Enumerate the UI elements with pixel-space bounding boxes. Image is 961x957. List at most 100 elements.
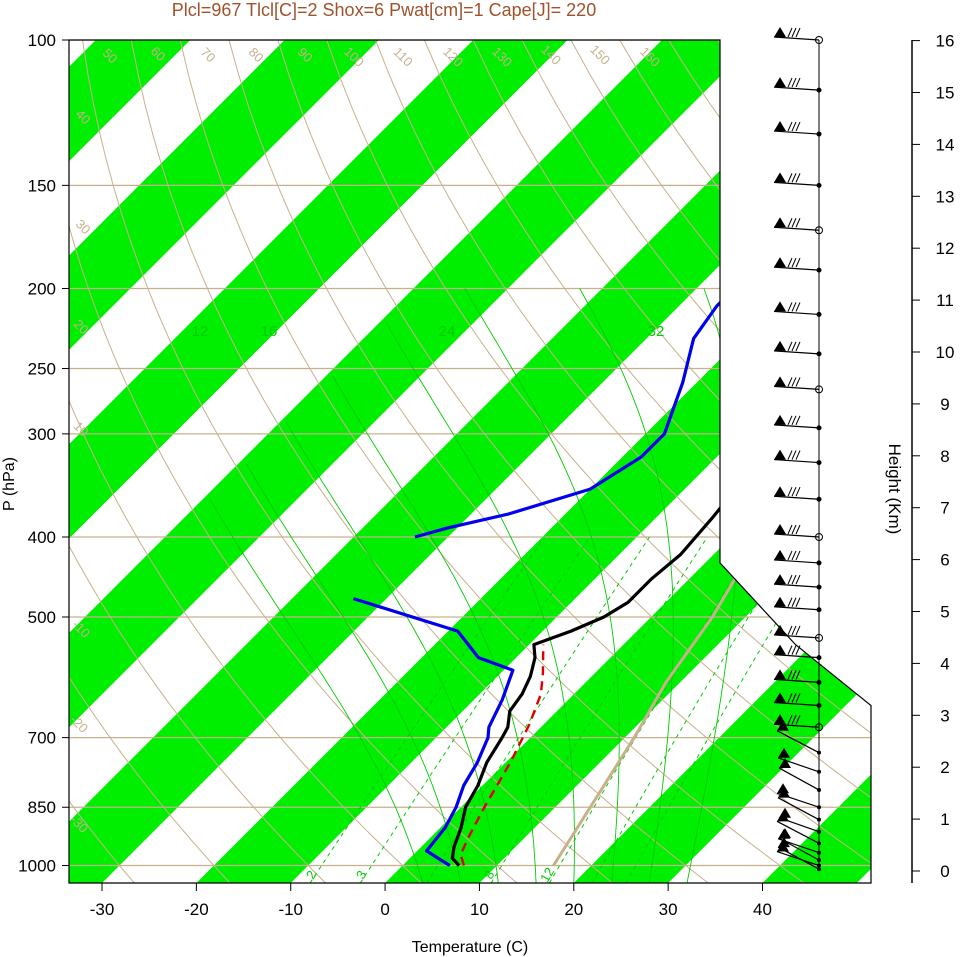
barb-marker: [816, 267, 822, 273]
dry-adiabat: [69, 40, 231, 883]
wind-barb-staff: [778, 767, 820, 791]
isotherm-band: [69, 40, 568, 883]
wind-barb-flag: [774, 449, 786, 460]
isotherm-band: [69, 40, 757, 883]
barb-marker: [817, 850, 821, 855]
wind-barb-staff: [777, 797, 820, 821]
mixing-ratio-label: 3: [353, 868, 370, 882]
x-tick-label: 40: [753, 900, 772, 919]
wind-barb-feather: [791, 173, 797, 183]
wind-barb-staff: [773, 678, 820, 683]
wind-barb-flag: [774, 301, 786, 312]
wind-barb-flag: [774, 376, 786, 387]
wind-barb-flag: [774, 574, 786, 585]
wind-barb-feather: [787, 524, 793, 535]
moist-adiabat-lines: [209, 288, 740, 883]
barb-marker: [816, 460, 822, 466]
wind-barb-flag: [774, 549, 786, 560]
wind-barb-staff: [773, 36, 820, 41]
isotherm-label: 0: [720, 457, 741, 478]
wind-barb-staff: [773, 385, 820, 390]
wind-barb-flag: [774, 624, 786, 635]
wind-barb-flag: [778, 837, 790, 848]
wind-barb-feather: [787, 487, 793, 497]
height-tick-label: 5: [940, 603, 949, 622]
y-tick-label: 250: [28, 360, 56, 379]
wind-barb-flag: [774, 669, 786, 680]
dry-adiabat: [277, 40, 871, 883]
moist-adiabat: [209, 498, 424, 883]
dewpoint-line: [352, 597, 515, 867]
dry-adiabat: [179, 40, 805, 883]
dry-adiabat: [69, 40, 422, 883]
dry-adiabat: [423, 40, 871, 883]
wind-barb-staff: [773, 654, 820, 659]
wind-barb-feather: [791, 524, 797, 535]
barb-marker: [817, 858, 821, 863]
moist-adiabat-label: 16: [261, 323, 278, 340]
mixing-ratio-line: [548, 536, 760, 883]
wind-barb-flag: [777, 720, 789, 731]
height-tick-label: 12: [936, 239, 955, 258]
moist-adiabat: [285, 421, 499, 883]
wind-barb-staff: [773, 559, 820, 564]
barb-marker: [816, 131, 822, 137]
wind-barb-feather: [791, 487, 797, 497]
wind-barb-staff: [773, 634, 820, 639]
barb-marker: [815, 533, 823, 542]
mixing-ratio-line: [309, 536, 545, 883]
wind-barb-flag: [778, 747, 790, 758]
wind-barb-feather: [795, 597, 801, 607]
barb-marker: [816, 560, 822, 566]
barb-marker: [817, 769, 821, 774]
x-tick-label: 10: [470, 900, 489, 919]
dry-adiabat-label: 110: [391, 44, 416, 69]
y-tick-label: 850: [28, 798, 56, 817]
barb-marker: [816, 703, 822, 709]
height-tick-label: 9: [940, 395, 949, 414]
height-tick-label: 7: [940, 499, 949, 518]
height-tick-label: 6: [940, 551, 949, 570]
wind-barb-staff: [773, 86, 820, 91]
height-tick-label: 2: [940, 758, 949, 777]
y-tick-label: 500: [28, 608, 56, 627]
height-tick-label: 11: [936, 291, 954, 310]
moist-adiabat-label: 32: [648, 323, 665, 340]
y-axis: 100 150 200 250 300 400 500 700 850 1000: [18, 31, 69, 876]
y-tick-label: 400: [28, 528, 56, 547]
wind-barb-feather: [795, 645, 801, 655]
wind-barb-feather: [787, 121, 793, 132]
wind-barb-staff: [776, 730, 820, 754]
wind-barb-feather: [787, 415, 793, 426]
wind-barb-feather: [787, 341, 793, 352]
height-tick-label: 16: [936, 32, 955, 51]
barb-marker: [815, 226, 823, 235]
wind-barb-feather: [791, 302, 797, 312]
wind-barb-feather: [795, 524, 801, 535]
wind-barb-feather: [791, 574, 797, 585]
wind-barb-feather: [791, 218, 797, 228]
wind-barb-flag: [774, 644, 786, 655]
barb-marker: [817, 787, 821, 792]
wind-barb-flag: [774, 692, 786, 703]
wind-barb-staff: [773, 606, 820, 611]
wind-barb-flag: [774, 257, 786, 268]
wind-barb-feather: [791, 715, 797, 725]
wind-barb-feather: [791, 415, 797, 426]
wind-barb-feather: [791, 77, 797, 88]
x-axis: -30 -20 -10 0 10 20 30 40: [90, 882, 772, 919]
wind-barb-staff: [773, 495, 820, 500]
isotherm-band: [951, 40, 961, 883]
barb-marker: [815, 723, 823, 732]
mixing-ratio-line: [625, 536, 829, 883]
wind-barb-feather: [795, 550, 801, 561]
wind-barbs: [773, 27, 823, 872]
wind-barb-flag: [779, 828, 791, 839]
wind-barb-feather: [791, 550, 797, 561]
y-axis-label: P (hPa): [1, 457, 18, 511]
x-tick-label: 20: [564, 900, 583, 919]
y-tick-label: 700: [28, 729, 56, 748]
wind-barb-staff: [773, 350, 820, 355]
x-tick-label: -10: [278, 900, 303, 919]
height-tick-label: 1: [940, 810, 949, 829]
